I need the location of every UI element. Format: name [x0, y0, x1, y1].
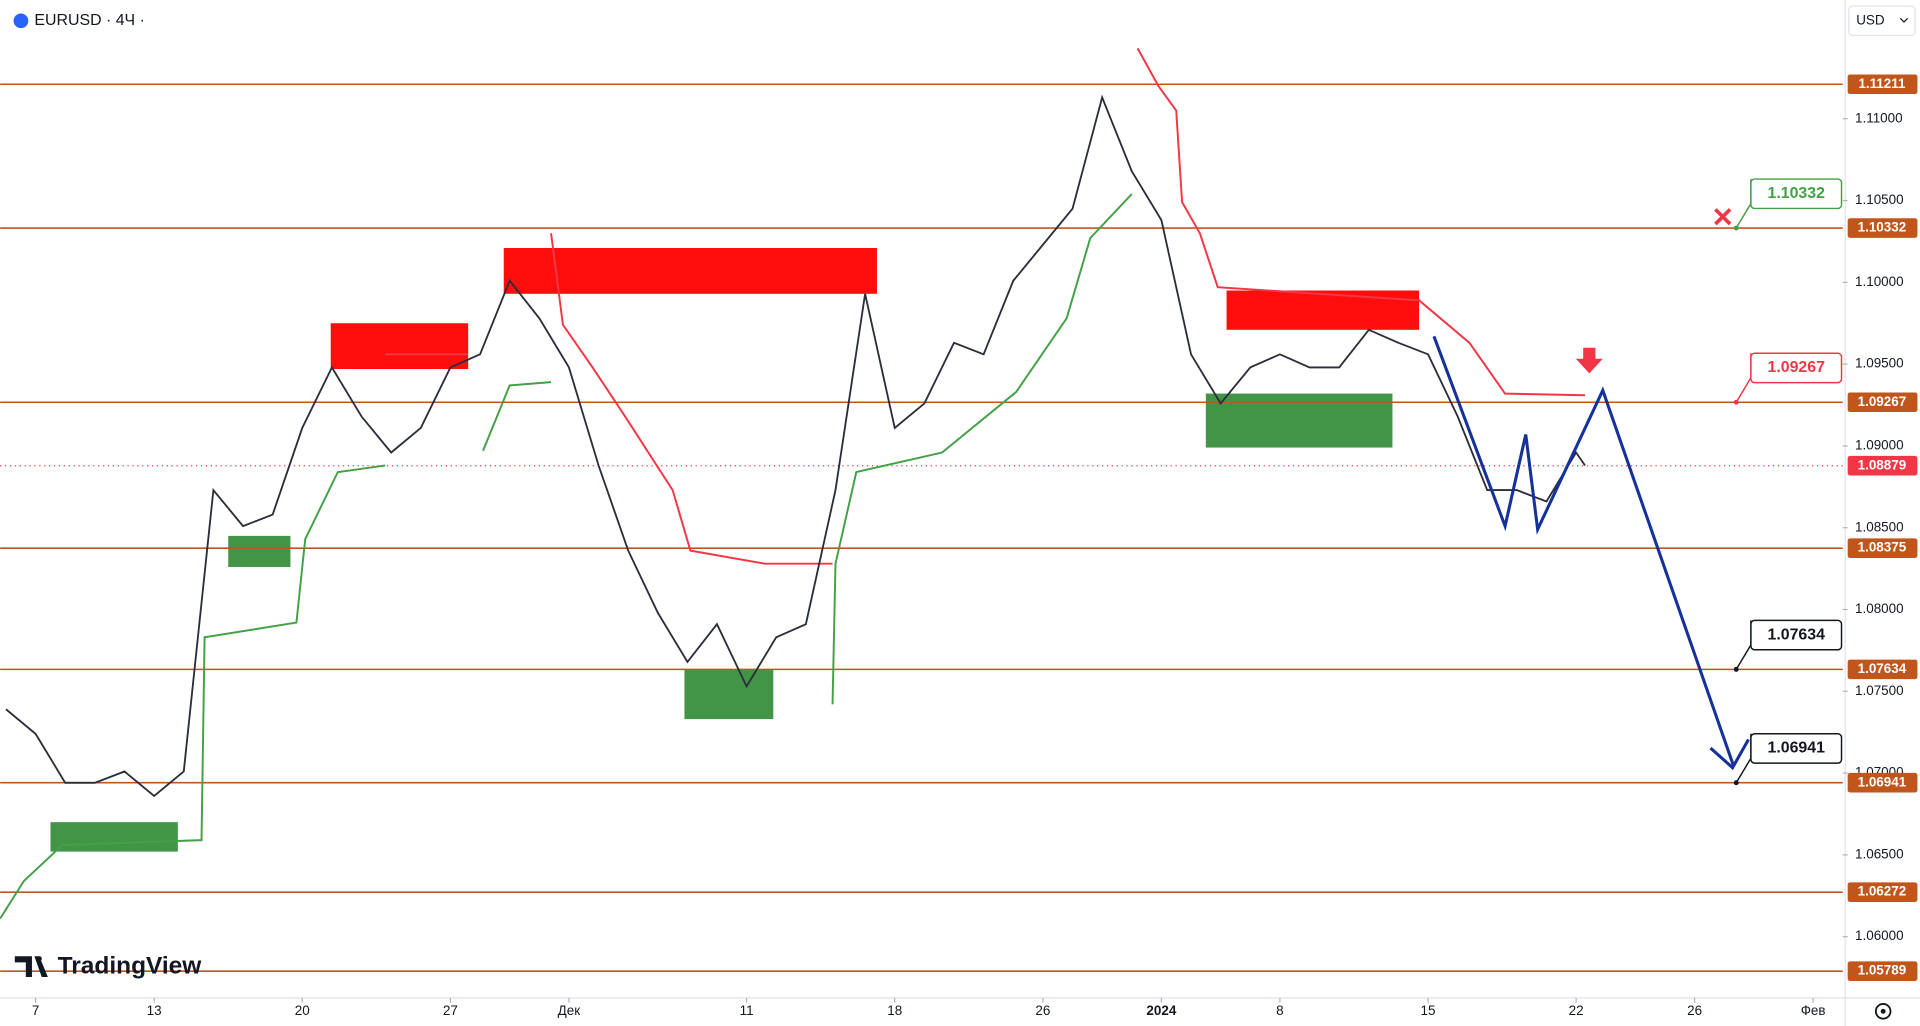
callout-anchor	[1733, 399, 1739, 405]
level-label-bg	[1847, 961, 1918, 981]
level-label-bg	[1847, 74, 1918, 95]
price-line	[5, 94, 1586, 798]
x-tick-label: 20	[295, 1003, 310, 1018]
level-label: 1.05789	[1858, 963, 1907, 978]
level-label: 1.11211	[1858, 76, 1906, 91]
callout-box	[1750, 619, 1843, 651]
level-label: 1.06272	[1858, 884, 1907, 899]
projection-arrowhead	[1709, 738, 1750, 771]
callout-box	[1750, 352, 1843, 384]
x-tick-label: 15	[1421, 1003, 1436, 1018]
zone	[684, 670, 774, 720]
x-tick-label: 26	[1687, 1003, 1702, 1018]
x-tick-label: 13	[147, 1003, 162, 1018]
level-label-bg	[1847, 538, 1918, 558]
chart-title[interactable]: EURUSD · 4Ч ·	[34, 12, 144, 29]
callout-label: 1.10332	[1767, 185, 1825, 202]
trail-line	[1136, 47, 1586, 397]
level-label: 1.10332	[1858, 220, 1907, 235]
brand-logo: TradingView	[14, 953, 203, 980]
x-tick-label: 7	[32, 1003, 39, 1018]
x-tick-label: 27	[443, 1003, 458, 1018]
x-tick-label: 11	[740, 1003, 754, 1018]
dropdown-caret	[1899, 17, 1909, 23]
callout-label: 1.09267	[1767, 359, 1825, 376]
y-tick-label: 1.07500	[1855, 683, 1904, 698]
x-tick-label: Фев	[1801, 1003, 1826, 1018]
y-tick-label: 1.08500	[1855, 519, 1904, 534]
callout-pointer	[1735, 620, 1752, 670]
x-tick-label: 26	[1035, 1003, 1050, 1018]
y-tick-label: 1.11000	[1855, 110, 1903, 125]
level-label: 1.07634	[1858, 661, 1907, 676]
callout-pointer	[1735, 353, 1752, 403]
symbol-icon	[13, 13, 29, 29]
trail-line	[831, 193, 1133, 705]
current-price-bg	[1847, 455, 1918, 476]
trail-line	[550, 233, 833, 565]
callout-box	[1750, 733, 1843, 764]
y-tick-label: 1.09000	[1855, 437, 1904, 452]
plot-area	[0, 47, 1843, 972]
projection-line	[1432, 335, 1735, 766]
trail-line	[482, 381, 552, 452]
callout-label: 1.07634	[1767, 626, 1825, 643]
callout-anchor	[1733, 666, 1739, 672]
cross-marker	[1714, 208, 1732, 226]
callout-anchor	[1733, 780, 1739, 786]
x-tick-label: 18	[887, 1003, 902, 1018]
level-label-bg	[1847, 659, 1918, 680]
level-label-bg	[1847, 218, 1918, 238]
zone	[503, 247, 877, 294]
x-tick-label: 22	[1569, 1003, 1584, 1018]
zone	[50, 822, 178, 852]
trail-line	[0, 464, 386, 920]
level-label: 1.08375	[1858, 540, 1907, 555]
zone	[1226, 290, 1420, 330]
zone	[228, 535, 291, 567]
brand-name: TradingView	[58, 953, 203, 980]
currency-label[interactable]: USD	[1856, 12, 1885, 27]
y-tick-label: 1.06000	[1855, 928, 1904, 943]
y-tick-label: 1.08000	[1855, 601, 1904, 616]
logo-mark	[14, 956, 48, 978]
callout-pointer	[1735, 179, 1752, 229]
zone	[330, 323, 469, 370]
level-label: 1.09267	[1858, 394, 1907, 409]
cross-line	[1714, 208, 1732, 226]
callout-label: 1.06941	[1767, 740, 1825, 757]
current-price-label: 1.08879	[1858, 457, 1907, 472]
x-tick-label: Дек	[558, 1003, 581, 1018]
y-tick-label: 1.09500	[1855, 356, 1904, 371]
level-label-bg	[1847, 772, 1918, 793]
y-tick-label: 1.10500	[1855, 192, 1904, 207]
level-label: 1.06941	[1858, 774, 1907, 789]
y-tick-label: 1.06500	[1855, 846, 1904, 861]
level-label-bg	[1847, 392, 1918, 413]
callout-anchor	[1733, 225, 1739, 231]
callout-box	[1750, 178, 1843, 210]
settings-dot	[1880, 1008, 1886, 1014]
settings-button[interactable]	[1874, 1003, 1892, 1020]
x-tick-label: 8	[1276, 1003, 1283, 1018]
down-arrow	[1575, 347, 1603, 374]
currency-select[interactable]	[1848, 5, 1916, 37]
y-tick-label: 1.10000	[1855, 274, 1904, 289]
x-tick-label: 2024	[1146, 1003, 1176, 1018]
level-label-bg	[1847, 882, 1918, 902]
